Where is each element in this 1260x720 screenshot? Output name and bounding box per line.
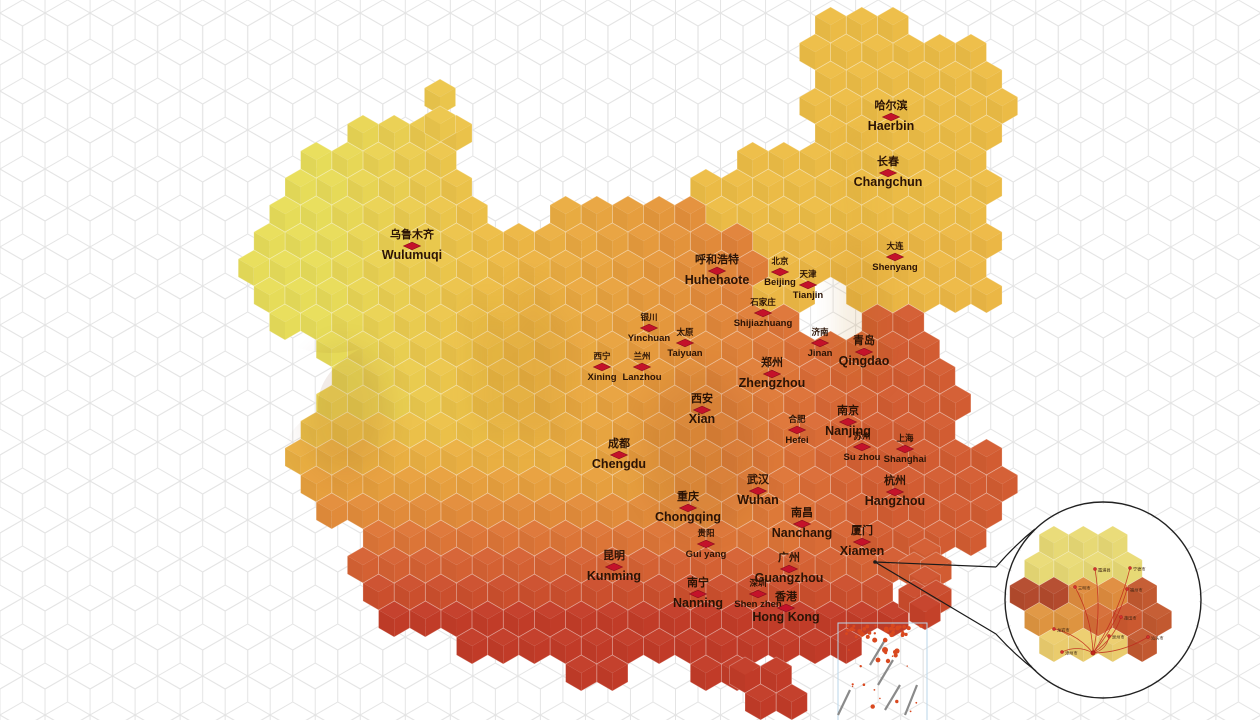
svg-text:Tianjin: Tianjin [793, 290, 824, 301]
svg-text:Kunming: Kunming [587, 569, 641, 583]
svg-text:青岛: 青岛 [853, 333, 875, 347]
svg-text:Haerbin: Haerbin [868, 119, 915, 133]
svg-text:南京: 南京 [837, 403, 859, 417]
svg-text:Jinan: Jinan [808, 348, 833, 359]
svg-text:霞浦县: 霞浦县 [1098, 567, 1111, 574]
svg-text:太原: 太原 [675, 327, 694, 337]
svg-text:Chongqing: Chongqing [655, 510, 721, 524]
svg-text:深圳: 深圳 [749, 578, 766, 588]
svg-text:贵阳: 贵阳 [697, 528, 714, 538]
svg-text:南昌: 南昌 [791, 505, 813, 519]
svg-text:银川: 银川 [639, 312, 657, 322]
svg-text:Shenyang: Shenyang [872, 262, 918, 273]
svg-text:广州: 广州 [778, 550, 800, 564]
svg-text:郑州: 郑州 [761, 355, 783, 369]
svg-text:成都: 成都 [608, 436, 630, 450]
svg-text:漳州市: 漳州市 [1065, 650, 1078, 657]
svg-text:呼和浩特: 呼和浩特 [695, 252, 739, 266]
svg-text:苏州: 苏州 [853, 431, 870, 441]
svg-text:Qingdao: Qingdao [839, 354, 890, 368]
svg-text:三明市: 三明市 [1078, 585, 1091, 592]
svg-text:Hong Kong: Hong Kong [752, 610, 819, 624]
svg-text:武汉: 武汉 [747, 472, 770, 486]
svg-text:Yinchuan: Yinchuan [628, 333, 671, 344]
svg-text:Su zhou: Su zhou [844, 452, 881, 463]
svg-text:北京: 北京 [771, 256, 789, 266]
svg-text:Xining: Xining [587, 372, 616, 383]
svg-text:西宁: 西宁 [593, 351, 611, 361]
svg-text:泉州市: 泉州市 [1112, 634, 1125, 641]
svg-text:Beijing: Beijing [764, 277, 796, 288]
svg-text:Wuhan: Wuhan [737, 493, 778, 507]
svg-text:Shijiazhuang: Shijiazhuang [734, 318, 793, 329]
svg-text:长春: 长春 [877, 154, 900, 168]
svg-text:石家庄: 石家庄 [749, 297, 776, 307]
svg-text:Hefei: Hefei [785, 435, 808, 446]
svg-text:Gui yang: Gui yang [686, 549, 727, 560]
svg-text:Xian: Xian [689, 412, 715, 426]
svg-text:兰州: 兰州 [633, 351, 650, 361]
svg-text:合肥: 合肥 [787, 414, 806, 424]
svg-text:Wulumuqi: Wulumuqi [382, 248, 442, 262]
svg-text:Changchun: Changchun [854, 175, 923, 189]
svg-text:香港: 香港 [774, 589, 798, 603]
svg-text:Zhengzhou: Zhengzhou [739, 376, 806, 390]
svg-text:Lanzhou: Lanzhou [622, 372, 661, 383]
svg-text:Nanchang: Nanchang [772, 526, 832, 540]
svg-text:Shanghai: Shanghai [884, 454, 927, 465]
svg-text:宁德市: 宁德市 [1133, 566, 1146, 573]
svg-text:Taiyuan: Taiyuan [667, 348, 702, 359]
svg-text:重庆: 重庆 [677, 489, 699, 503]
svg-text:西安: 西安 [691, 391, 713, 405]
svg-text:Huhehaote: Huhehaote [685, 273, 750, 287]
svg-text:福州市: 福州市 [1130, 587, 1143, 594]
svg-text:昆明: 昆明 [603, 549, 625, 562]
svg-text:哈尔滨: 哈尔滨 [875, 98, 908, 112]
svg-text:杭州: 杭州 [884, 473, 906, 487]
svg-text:上海: 上海 [896, 433, 914, 443]
svg-text:大连: 大连 [886, 241, 904, 251]
svg-text:莆田市: 莆田市 [1124, 615, 1137, 622]
svg-text:Chengdu: Chengdu [592, 457, 646, 471]
svg-text:济南: 济南 [811, 327, 829, 337]
svg-text:乌鲁木齐: 乌鲁木齐 [390, 227, 435, 241]
svg-text:Xiamen: Xiamen [840, 544, 884, 558]
svg-text:厦门: 厦门 [851, 523, 873, 537]
svg-text:龙岩市: 龙岩市 [1057, 627, 1070, 634]
svg-text:汕头市: 汕头市 [1151, 635, 1164, 642]
svg-text:Hangzhou: Hangzhou [865, 494, 925, 508]
svg-text:Nanning: Nanning [673, 596, 723, 610]
svg-text:天津: 天津 [799, 269, 817, 279]
svg-text:南宁: 南宁 [687, 575, 709, 589]
